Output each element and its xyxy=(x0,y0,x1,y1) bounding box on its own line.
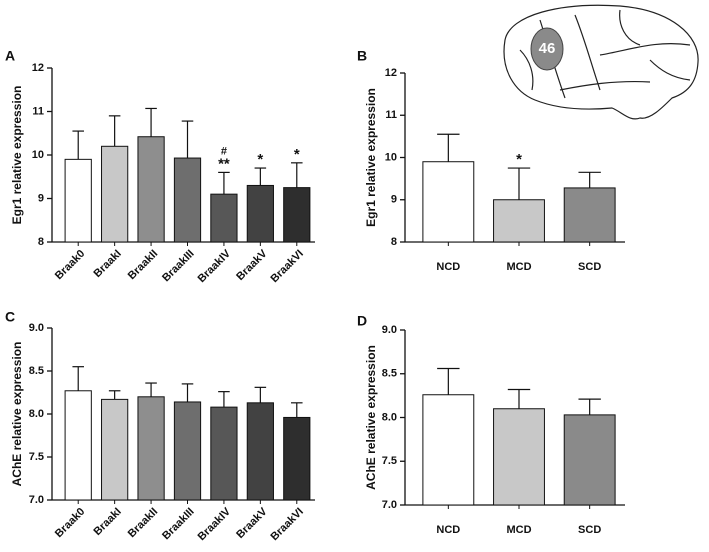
bar xyxy=(173,401,202,501)
y-tick-label: 8.0 xyxy=(29,408,44,420)
x-tick-label: Braak0 xyxy=(53,506,87,540)
y-tick-label: 9.0 xyxy=(29,322,44,334)
panel-label: D xyxy=(357,313,367,329)
y-tick-label: 10 xyxy=(385,151,397,163)
bar xyxy=(101,398,129,501)
x-tick-label: BraakIII xyxy=(160,506,197,543)
x-tick-label: BraakVI xyxy=(268,506,305,543)
y-tick-label: 12 xyxy=(32,62,44,74)
bar xyxy=(563,414,616,506)
y-axis-label: AChE relative expression xyxy=(364,345,378,490)
y-axis-label: Egr1 relative expression xyxy=(364,88,378,227)
bar xyxy=(64,390,92,501)
brain-inset xyxy=(503,4,699,120)
x-tick-label: BraakII xyxy=(126,248,160,282)
y-tick-label: 12 xyxy=(385,67,397,79)
y-tick-label: 8 xyxy=(38,236,44,248)
y-tick-label: 7.5 xyxy=(382,455,397,467)
bar xyxy=(246,184,274,243)
x-tick-label: NCD xyxy=(436,261,460,273)
x-tick-label: BraakI xyxy=(92,248,124,280)
bar xyxy=(210,193,238,243)
y-tick-label: 8.5 xyxy=(29,365,44,377)
inset-label: 46 xyxy=(539,40,556,57)
y-tick-label: 7.0 xyxy=(382,499,397,511)
x-tick-label: SCD xyxy=(578,261,601,273)
x-tick-label: BraakV xyxy=(234,247,270,283)
y-tick-label: 8 xyxy=(391,236,397,248)
panel-label: B xyxy=(357,48,367,64)
bar xyxy=(137,396,165,501)
bar xyxy=(64,158,92,243)
significance-mark: * xyxy=(257,151,263,168)
y-tick-label: 10 xyxy=(32,149,44,161)
significance-mark: # xyxy=(221,145,227,157)
y-tick-label: 11 xyxy=(32,105,44,117)
bar xyxy=(493,408,545,506)
y-axis-label: AChE relative expression xyxy=(10,342,24,487)
area-46 xyxy=(530,27,564,71)
y-tick-label: 7.5 xyxy=(29,451,44,463)
y-tick-label: 9.0 xyxy=(382,324,397,336)
bar xyxy=(422,161,475,243)
significance-mark: * xyxy=(294,146,300,163)
bar xyxy=(563,187,616,243)
x-tick-label: BraakVI xyxy=(268,248,305,285)
panel-label: A xyxy=(5,48,15,64)
y-tick-label: 9 xyxy=(38,192,44,204)
bar xyxy=(283,416,311,501)
significance-mark: * xyxy=(516,151,522,168)
bar xyxy=(101,145,129,243)
x-tick-label: BraakI xyxy=(92,506,124,538)
bar xyxy=(246,402,274,501)
x-tick-label: MCD xyxy=(506,261,531,273)
x-tick-label: BraakII xyxy=(126,506,160,540)
y-axis-label: Egr1 relative expression xyxy=(10,86,24,225)
significance-mark: ** xyxy=(218,155,230,172)
bar xyxy=(137,136,165,243)
x-tick-label: SCD xyxy=(578,524,601,536)
bar xyxy=(283,187,311,243)
bar xyxy=(173,157,202,243)
x-tick-label: BraakV xyxy=(234,505,270,541)
y-tick-label: 8.5 xyxy=(382,368,397,380)
bar xyxy=(493,199,545,243)
bar xyxy=(210,406,238,501)
panel-label: C xyxy=(5,309,15,325)
y-tick-label: 7.0 xyxy=(29,494,44,506)
x-tick-label: BraakIV xyxy=(196,505,234,543)
x-tick-label: BraakIII xyxy=(160,248,197,285)
y-tick-label: 11 xyxy=(385,109,397,121)
y-tick-label: 8.0 xyxy=(382,411,397,423)
bar xyxy=(422,394,475,506)
x-tick-label: NCD xyxy=(436,524,460,536)
x-tick-label: Braak0 xyxy=(53,248,87,282)
y-tick-label: 9 xyxy=(391,194,397,206)
x-tick-label: MCD xyxy=(506,524,531,536)
x-tick-label: BraakIV xyxy=(196,247,234,285)
